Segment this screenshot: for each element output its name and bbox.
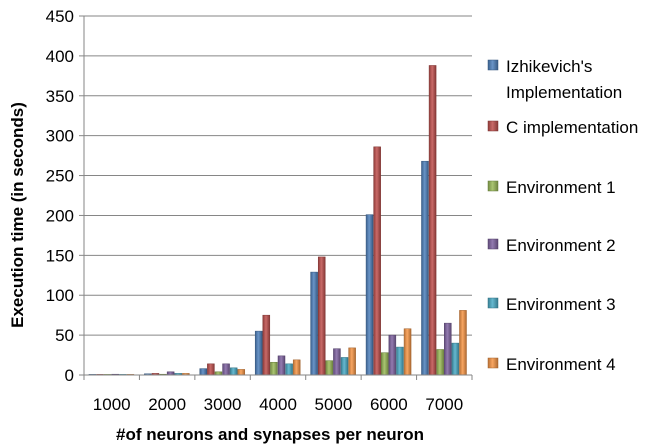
x-tick-label: 6000 [370, 395, 408, 414]
legend-swatch [487, 120, 499, 132]
bar [254, 330, 263, 376]
legend-label: Environment 3 [506, 295, 616, 314]
bar [459, 310, 467, 376]
bar [340, 357, 349, 376]
y-tick-label: 0 [65, 366, 74, 385]
legend-label: C implementation [506, 118, 638, 137]
legend-entry: Environment 1 [487, 178, 616, 197]
y-tick-label: 450 [46, 7, 74, 26]
x-tick-labels: 1000 2000 3000 4000 5000 6000 7000 [93, 395, 463, 414]
legend-entry: Izhikevich's Implementation [487, 57, 622, 102]
x-tick-label: 7000 [425, 395, 463, 414]
bar [237, 369, 246, 376]
legend-swatch [487, 357, 499, 369]
legend-swatch [487, 180, 499, 192]
bar [285, 363, 293, 376]
legend-label: Implementation [506, 83, 622, 102]
bar [262, 314, 271, 376]
y-axis-title: Execution time (in seconds) [8, 102, 27, 328]
bar [333, 348, 341, 376]
bar [403, 328, 412, 376]
legend: Izhikevich's Implementation C implementati… [487, 57, 638, 374]
bar [396, 346, 404, 376]
bar [317, 256, 326, 376]
x-tick-label: 2000 [148, 395, 186, 414]
legend-entry: Environment 3 [487, 295, 616, 314]
legend-label: Environment 2 [506, 236, 616, 255]
bar [451, 342, 460, 376]
y-tick-label: 300 [46, 127, 74, 146]
y-tick-label: 50 [55, 326, 74, 345]
bar [207, 363, 215, 376]
y-tick-label: 250 [46, 167, 74, 186]
legend-entry: C implementation [487, 118, 638, 137]
bar [325, 360, 334, 376]
x-tick-label: 4000 [259, 395, 297, 414]
bar [421, 160, 429, 376]
x-tick-label: 3000 [204, 395, 242, 414]
x-tick-label: 1000 [93, 395, 131, 414]
legend-swatch [487, 297, 499, 309]
legend-label: Izhikevich's [506, 57, 592, 76]
bar [310, 271, 318, 376]
bar [373, 146, 381, 376]
legend-entry: Environment 4 [487, 355, 616, 374]
y-tick-label: 350 [46, 87, 74, 106]
legend-swatch [487, 59, 499, 71]
legend-entry: Environment 2 [487, 236, 616, 255]
legend-label: Environment 1 [506, 178, 616, 197]
bar [381, 352, 389, 376]
bar [388, 334, 397, 376]
gridlines [84, 15, 472, 336]
axes [79, 15, 473, 380]
y-tick-label: 200 [46, 206, 74, 225]
bar [199, 368, 208, 376]
x-axis-title: #of neurons and synapses per neuron [116, 425, 424, 444]
bar [436, 349, 444, 376]
bar [348, 347, 356, 376]
bar [277, 355, 286, 376]
bar [365, 214, 374, 376]
bar [428, 65, 437, 376]
bar [444, 322, 452, 376]
y-tick-label: 150 [46, 246, 74, 265]
y-tick-labels: 0 50 100 150 200 250 300 350 400 450 [46, 7, 74, 385]
y-tick-label: 400 [46, 47, 74, 66]
legend-swatch [487, 238, 499, 250]
bar [292, 359, 301, 376]
legend-label: Environment 4 [506, 355, 616, 374]
bar [270, 361, 278, 376]
x-tick-label: 5000 [315, 395, 353, 414]
bar [222, 363, 230, 376]
bar [229, 367, 238, 376]
y-tick-label: 100 [46, 286, 74, 305]
bars [88, 65, 467, 376]
